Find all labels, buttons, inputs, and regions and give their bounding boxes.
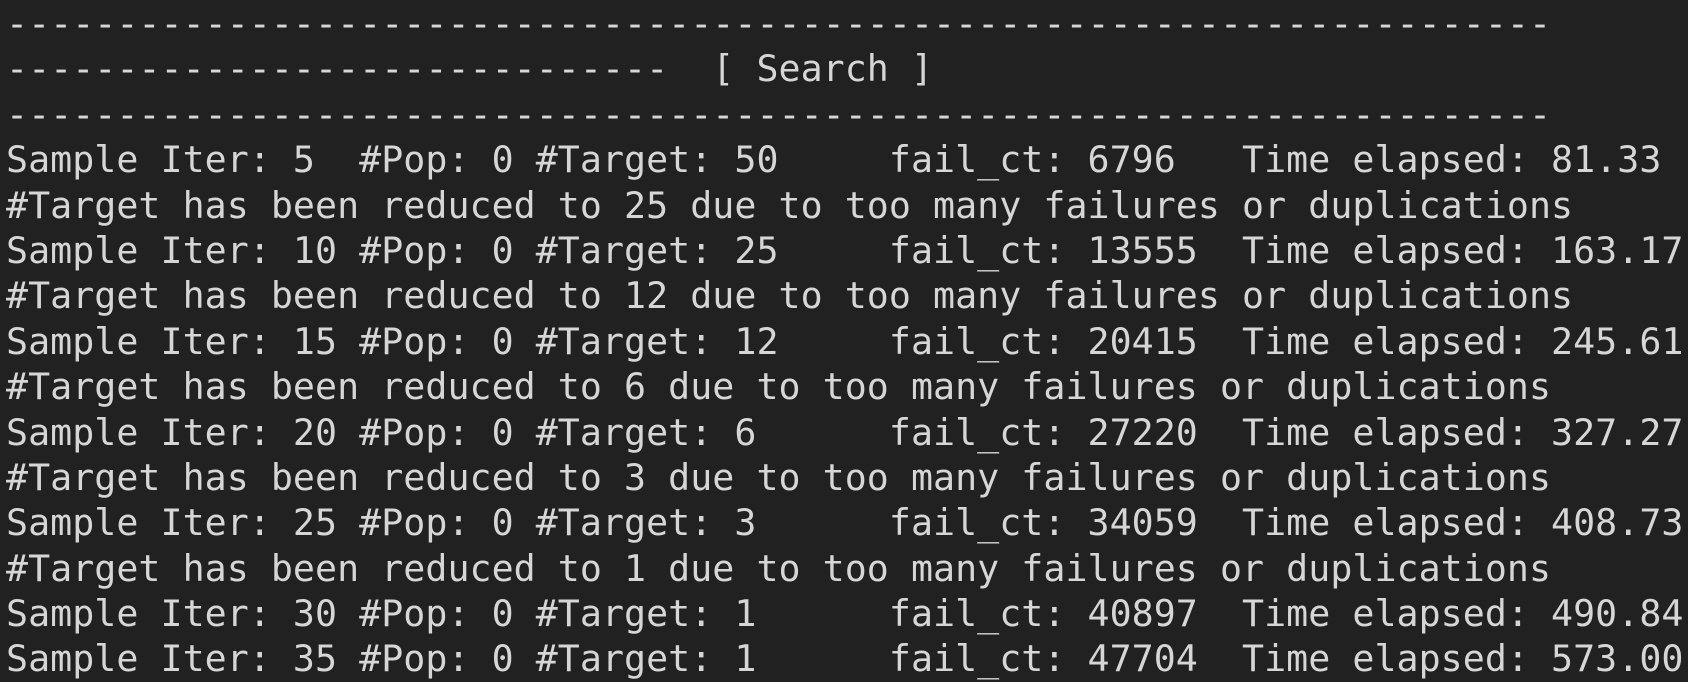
terminal-line: #Target has been reduced to 3 due to too… — [6, 455, 1552, 499]
terminal-line: Sample Iter: 5 #Pop: 0 #Target: 50 fail_… — [6, 138, 1662, 182]
terminal-line: #Target has been reduced to 1 due to too… — [6, 546, 1552, 590]
terminal-output: ----------------------------------------… — [6, 1, 1688, 682]
terminal-line: Sample Iter: 20 #Pop: 0 #Target: 6 fail_… — [6, 410, 1684, 454]
terminal-line: Sample Iter: 15 #Pop: 0 #Target: 12 fail… — [6, 319, 1684, 363]
terminal-line: #Target has been reduced to 6 due to too… — [6, 365, 1552, 409]
terminal-line: ----------------------------------------… — [6, 92, 1552, 136]
terminal-line: #Target has been reduced to 12 due to to… — [6, 274, 1574, 318]
terminal-line: Sample Iter: 25 #Pop: 0 #Target: 3 fail_… — [6, 501, 1684, 545]
terminal-line: #Target has been reduced to 25 due to to… — [6, 183, 1574, 227]
terminal-line: Sample Iter: 30 #Pop: 0 #Target: 1 fail_… — [6, 592, 1684, 636]
terminal-line: Sample Iter: 10 #Pop: 0 #Target: 25 fail… — [6, 228, 1684, 272]
terminal-line: ------------------------------ [ Search … — [6, 47, 934, 91]
terminal-line: ----------------------------------------… — [6, 2, 1552, 45]
terminal-line: Sample Iter: 35 #Pop: 0 #Target: 1 fail_… — [6, 637, 1684, 681]
